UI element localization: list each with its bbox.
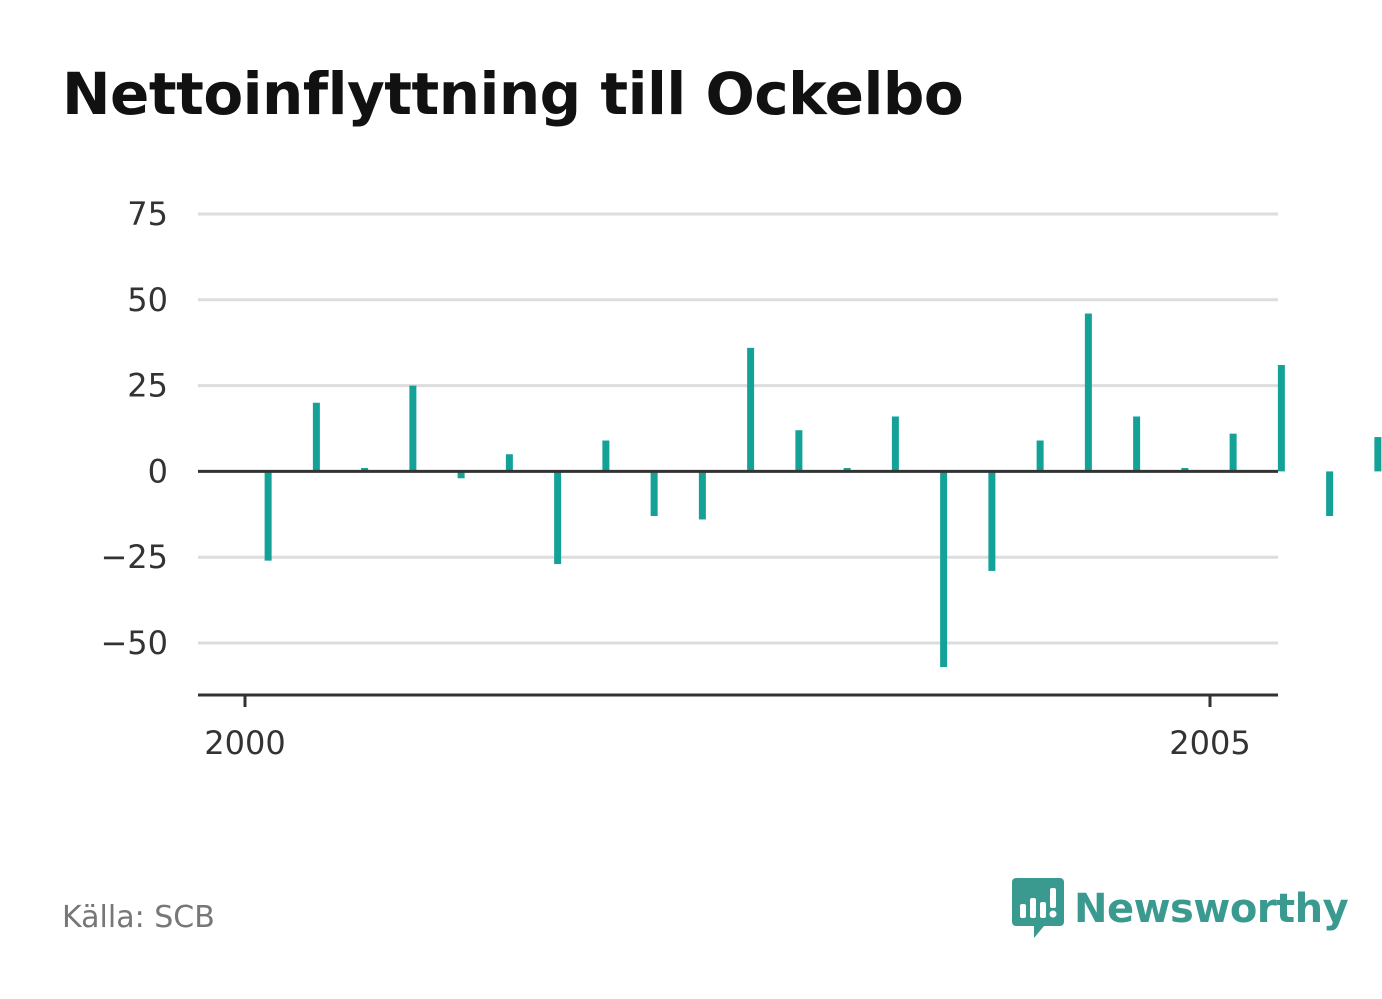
source-note: Källa: SCB: [62, 900, 215, 935]
x-tick-label: 2000: [204, 724, 285, 762]
bar: [264, 471, 272, 561]
bar: [1374, 437, 1382, 472]
bar: [843, 467, 851, 472]
y-axis-tick-labels: 75 50 25 0 −25 −50: [100, 195, 168, 662]
bar: [409, 385, 417, 472]
y-tick-label: −50: [100, 624, 168, 662]
brand-name: Newsworthy: [1074, 886, 1349, 932]
bar: [554, 471, 562, 565]
bar: [602, 440, 610, 472]
y-tick-label: −25: [100, 538, 168, 576]
brand-logo: Newsworthy: [1012, 878, 1349, 940]
bar: [312, 402, 320, 472]
bar: [1036, 440, 1044, 472]
bar: [361, 467, 369, 472]
newsworthy-logo-icon: [1012, 878, 1064, 938]
gridlines: [198, 212, 1278, 645]
bar: [891, 416, 899, 472]
bar: [505, 454, 513, 472]
x-tick-label: 2005: [1169, 724, 1250, 762]
bar: [650, 471, 658, 517]
bar: [1133, 416, 1141, 472]
bar: [988, 471, 996, 571]
x-axis-ticks: 200020052010201520202025: [204, 695, 1251, 762]
axes: [198, 469, 1278, 697]
y-tick-label: 75: [127, 195, 168, 233]
y-tick-label: 0: [148, 452, 168, 490]
bar-series: [264, 313, 1382, 668]
bar: [457, 471, 465, 479]
bar: [1084, 313, 1092, 472]
bar: [698, 471, 706, 520]
bar: [795, 430, 803, 472]
bar: [1229, 433, 1237, 472]
y-tick-label: 50: [127, 281, 168, 319]
bar: [747, 347, 755, 472]
bar: [1326, 471, 1334, 517]
y-tick-label: 25: [127, 367, 168, 405]
bar: [940, 471, 948, 668]
chart-title: Nettoinflyttning till Ockelbo: [62, 60, 964, 128]
bar: [1181, 467, 1189, 472]
bar: [1277, 365, 1285, 472]
